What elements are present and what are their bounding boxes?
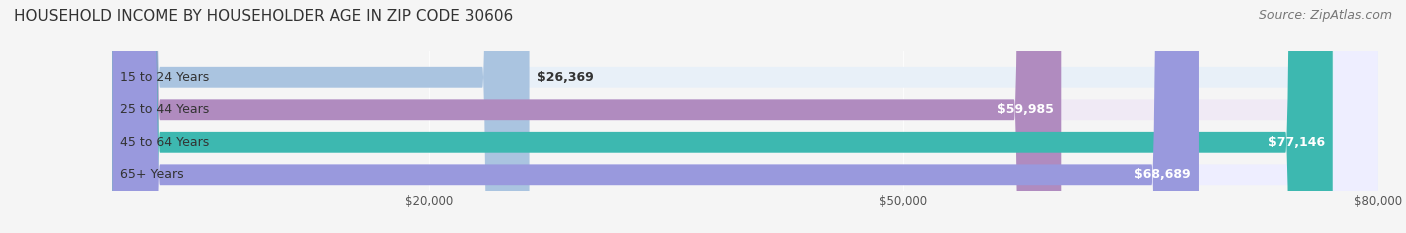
Text: 15 to 24 Years: 15 to 24 Years <box>121 71 209 84</box>
FancyBboxPatch shape <box>112 0 1378 233</box>
Text: $59,985: $59,985 <box>997 103 1053 116</box>
FancyBboxPatch shape <box>112 0 1378 233</box>
FancyBboxPatch shape <box>112 0 1199 233</box>
FancyBboxPatch shape <box>112 0 530 233</box>
Text: HOUSEHOLD INCOME BY HOUSEHOLDER AGE IN ZIP CODE 30606: HOUSEHOLD INCOME BY HOUSEHOLDER AGE IN Z… <box>14 9 513 24</box>
Text: 25 to 44 Years: 25 to 44 Years <box>121 103 209 116</box>
FancyBboxPatch shape <box>112 0 1333 233</box>
FancyBboxPatch shape <box>112 0 1378 233</box>
Text: $26,369: $26,369 <box>537 71 595 84</box>
FancyBboxPatch shape <box>112 0 1378 233</box>
Text: $77,146: $77,146 <box>1268 136 1324 149</box>
Text: $68,689: $68,689 <box>1135 168 1191 181</box>
Text: Source: ZipAtlas.com: Source: ZipAtlas.com <box>1258 9 1392 22</box>
FancyBboxPatch shape <box>112 0 1062 233</box>
Text: 45 to 64 Years: 45 to 64 Years <box>121 136 209 149</box>
Text: 65+ Years: 65+ Years <box>121 168 184 181</box>
